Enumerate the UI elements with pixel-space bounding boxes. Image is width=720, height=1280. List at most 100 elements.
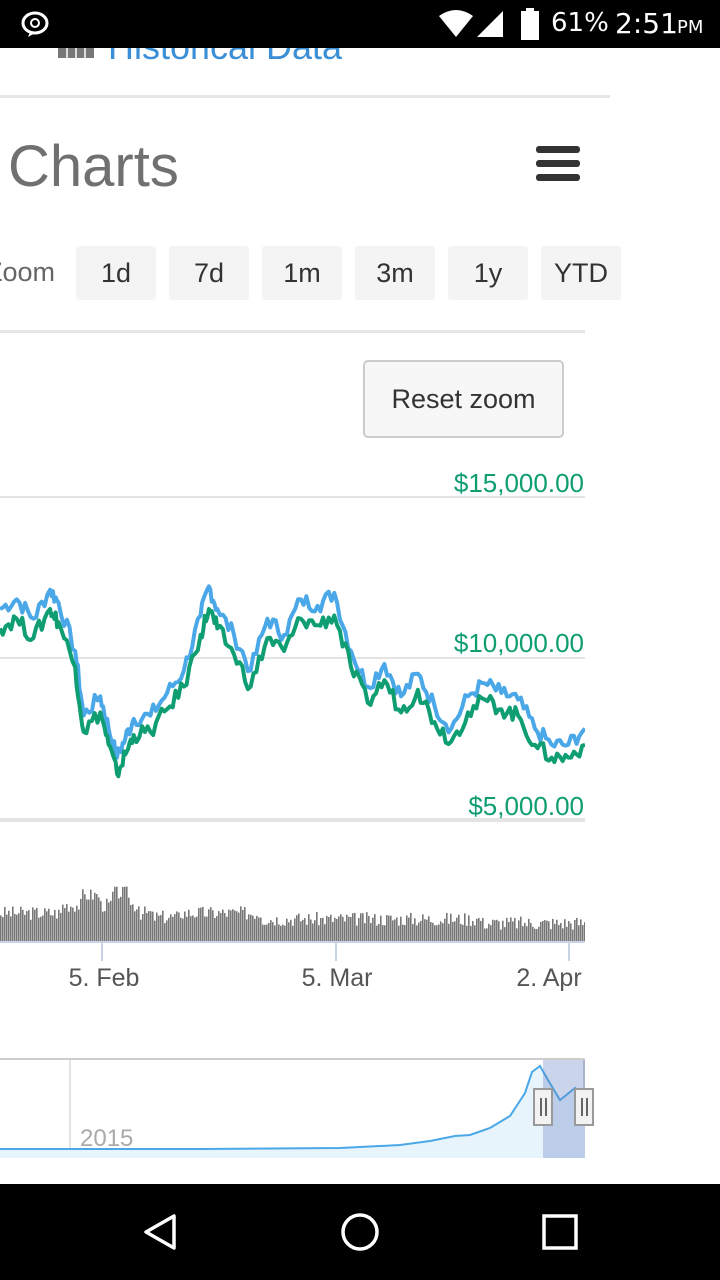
volume-bar: [584, 922, 585, 943]
volume-bar: [208, 909, 210, 943]
volume-bar: [282, 924, 284, 943]
home-icon[interactable]: [340, 1212, 380, 1252]
volume-bar: [568, 921, 570, 943]
volume-bar: [348, 916, 350, 943]
volume-bar: [202, 906, 204, 943]
divider: [0, 95, 610, 98]
volume-bar: [220, 913, 222, 943]
volume-bar: [234, 910, 236, 943]
x-tick: [335, 941, 337, 961]
volume-bar: [284, 925, 286, 943]
volume-bar: [28, 910, 30, 943]
volume-bar: [480, 920, 482, 943]
volume-bar: [350, 917, 352, 943]
volume-bar: [114, 886, 116, 943]
volume-bar: [446, 912, 448, 943]
volume-bar: [188, 909, 190, 943]
volume-bar: [176, 911, 178, 943]
reset-zoom-button[interactable]: Reset zoom: [363, 360, 564, 438]
volume-bar: [242, 909, 244, 943]
volume-bar: [514, 917, 516, 943]
volume-bar: [384, 925, 386, 943]
volume-bar: [516, 928, 518, 943]
navigator-year-label: 2015: [80, 1125, 134, 1152]
volume-bar: [262, 924, 264, 943]
volume-bar: [252, 915, 254, 943]
volume-bar: [310, 919, 312, 943]
volume-bar: [582, 925, 584, 943]
volume-bar: [26, 911, 28, 943]
volume-bar: [526, 926, 528, 943]
volume-bar: [550, 929, 552, 943]
volume-bar: [400, 916, 402, 943]
volume-bar: [8, 910, 10, 943]
battery-percent: 61%: [551, 8, 609, 38]
volume-bar: [42, 915, 44, 943]
volume-bar: [444, 918, 446, 943]
navigator-right-handle[interactable]: [574, 1088, 594, 1126]
volume-bar: [276, 917, 278, 943]
navigator-series: [0, 1064, 585, 1158]
x-axis-line: [0, 941, 585, 943]
volume-bar: [136, 909, 138, 943]
historical-data-link[interactable]: Historical Data: [108, 48, 342, 68]
volume-bar: [32, 907, 34, 943]
volume-bar: [122, 886, 124, 943]
hamburger-icon[interactable]: [536, 146, 580, 182]
volume-bar: [112, 891, 114, 943]
volume-bar: [342, 916, 344, 943]
volume-bar: [192, 915, 194, 943]
volume-bar: [230, 910, 232, 943]
volume-bar: [440, 921, 442, 943]
navigator-left-handle[interactable]: [533, 1088, 553, 1126]
recent-apps-icon[interactable]: [542, 1214, 578, 1250]
volume-bar: [402, 924, 404, 943]
volume-bar: [498, 921, 500, 943]
volume-bar: [184, 911, 186, 943]
volume-bar: [226, 916, 228, 943]
volume-bar: [452, 921, 454, 943]
zoom-1y-button[interactable]: 1y: [448, 246, 528, 300]
volume-bar: [186, 916, 188, 943]
volume-bar: [504, 927, 506, 943]
price-chart[interactable]: [0, 488, 585, 828]
volume-bar: [338, 916, 340, 943]
volume-bar: [434, 925, 436, 943]
volume-bar: [392, 920, 394, 943]
zoom-ytd-button[interactable]: YTD: [541, 246, 621, 300]
volume-bar: [470, 925, 472, 943]
volume-bar: [250, 914, 252, 943]
zoom-1d-button[interactable]: 1d: [76, 246, 156, 300]
volume-bar: [442, 923, 444, 943]
volume-bar: [120, 896, 122, 943]
volume-bar: [236, 911, 238, 943]
back-icon[interactable]: [140, 1212, 180, 1252]
zoom-1m-button[interactable]: 1m: [262, 246, 342, 300]
volume-bar: [90, 889, 92, 943]
volume-bar: [66, 904, 68, 943]
volume-bar: [128, 897, 130, 943]
volume-bar: [366, 912, 368, 943]
volume-bar: [448, 923, 450, 943]
volume-bar: [542, 921, 544, 943]
volume-bar: [476, 918, 478, 943]
volume-bar: [20, 906, 22, 943]
gridline: [0, 657, 585, 659]
volume-bar: [166, 920, 168, 943]
volume-bar: [86, 899, 88, 943]
volume-bar: [134, 911, 136, 943]
volume-bar: [572, 929, 574, 943]
volume-bar: [194, 917, 196, 943]
volume-bar: [46, 911, 48, 943]
volume-bar: [570, 923, 572, 943]
volume-bar: [530, 922, 532, 943]
volume-bar: [290, 919, 292, 943]
volume-bar: [102, 911, 104, 943]
volume-bar: [280, 925, 282, 943]
volume-bar: [356, 925, 358, 943]
volume-bar: [116, 886, 118, 943]
volume-bar: [232, 909, 234, 943]
zoom-3m-button[interactable]: 3m: [355, 246, 435, 300]
zoom-7d-button[interactable]: 7d: [169, 246, 249, 300]
volume-bar: [580, 919, 582, 943]
